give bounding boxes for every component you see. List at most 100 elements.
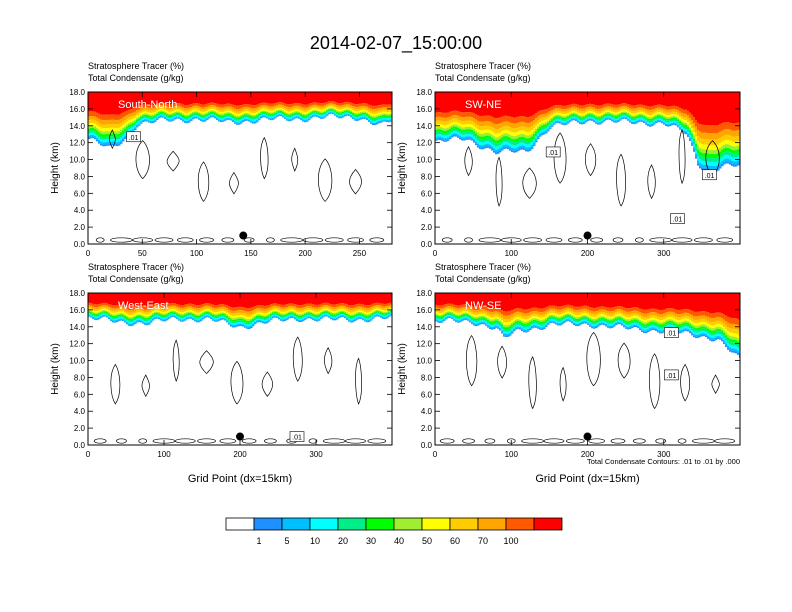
tracer-cell — [364, 118, 367, 119]
tracer-cell — [593, 115, 596, 118]
tracer-cell — [513, 128, 516, 133]
tracer-cell — [298, 310, 301, 313]
tracer-cell — [443, 92, 446, 113]
tracer-cell — [697, 145, 700, 150]
tracer-cell — [493, 128, 496, 133]
tracer-cell — [318, 317, 321, 319]
tracer-cell — [352, 108, 355, 111]
tracer-cell — [98, 312, 101, 314]
tracer-cell — [358, 112, 361, 115]
tracer-cell — [252, 108, 255, 111]
tracer-cell — [296, 102, 299, 106]
tracer-cell — [483, 141, 486, 145]
tracer-cell — [106, 316, 109, 318]
tracer-cell — [230, 119, 233, 121]
tracer-cell — [635, 119, 638, 122]
tracer-cell — [439, 127, 442, 130]
tracer-cell — [114, 320, 117, 322]
tracer-cell — [222, 293, 225, 305]
tracer-cell — [350, 317, 353, 319]
tracer-cell — [230, 322, 233, 325]
tracer-cell — [481, 147, 484, 150]
tracer-cell — [473, 141, 476, 143]
tracer-cell — [228, 311, 231, 315]
tracer-cell — [96, 121, 99, 126]
tracer-cell — [447, 127, 450, 131]
tracer-cell — [310, 306, 313, 309]
tracer-cell — [667, 112, 670, 116]
tracer-cell — [533, 136, 536, 140]
tracer-cell — [156, 314, 159, 316]
tracer-cell — [322, 103, 325, 106]
tracer-cell — [677, 124, 680, 127]
tracer-cell — [693, 147, 696, 150]
tracer-cell — [116, 308, 119, 311]
tracer-cell — [114, 319, 117, 321]
tracer-cell — [571, 119, 574, 121]
tracer-cell — [270, 110, 273, 113]
tracer-cell — [164, 320, 167, 322]
tracer-cell — [286, 117, 289, 119]
tracer-cell — [298, 312, 301, 315]
tracer-cell — [226, 106, 229, 109]
tracer-cell — [344, 108, 347, 110]
tracer-cell — [587, 104, 590, 107]
tracer-cell — [242, 324, 245, 326]
tracer-cell — [120, 313, 123, 315]
tracer-cell — [250, 326, 253, 329]
tracer-cell — [350, 105, 353, 108]
tracer-cell — [136, 293, 139, 306]
tracer-cell — [190, 107, 193, 110]
tracer-cell — [312, 116, 315, 117]
tracer-cell — [689, 135, 692, 138]
tracer-cell — [505, 121, 508, 126]
tracer-cell — [356, 111, 359, 114]
tracer-cell — [204, 92, 207, 105]
tracer-cell — [306, 113, 309, 116]
tracer-cell — [224, 119, 227, 121]
tracer-cell — [533, 128, 536, 132]
tracer-cell — [499, 148, 502, 151]
tracer-cell — [645, 123, 648, 125]
tracer-cell — [641, 104, 644, 108]
tracer-cell — [737, 163, 740, 166]
tracer-cell — [465, 131, 468, 135]
tracer-cell — [619, 118, 622, 120]
tracer-cell — [258, 319, 261, 322]
tracer-cell — [250, 107, 253, 111]
tracer-cell — [258, 310, 261, 313]
tracer-cell — [102, 305, 105, 308]
tracer-cell — [565, 123, 568, 125]
tracer-cell — [479, 145, 482, 148]
tracer-cell — [150, 92, 153, 106]
tracer-cell — [603, 107, 606, 110]
tracer-cell — [162, 105, 165, 108]
tracer-cell — [324, 116, 327, 118]
tracer-cell — [503, 139, 506, 143]
tracer-cell — [152, 120, 155, 123]
tracer-cell — [310, 107, 313, 110]
tracer-cell — [164, 112, 167, 115]
tracer-cell — [184, 317, 187, 319]
tracer-cell — [226, 315, 229, 318]
tracer-cell — [260, 92, 263, 104]
tracer-cell — [565, 117, 568, 120]
tracer-cell — [130, 312, 133, 316]
tracer-cell — [180, 119, 183, 120]
tracer-cell — [571, 92, 574, 104]
tracer-cell — [332, 319, 335, 321]
tracer-cell — [178, 117, 181, 119]
tracer-cell — [591, 119, 594, 121]
tracer-cell — [539, 118, 542, 122]
tracer-cell — [304, 316, 307, 318]
tracer-cell — [190, 115, 193, 118]
tracer-cell — [258, 115, 261, 117]
tracer-cell — [475, 114, 478, 120]
tracer-cell — [282, 316, 285, 318]
tracer-cell — [445, 140, 448, 142]
tracer-cell — [575, 119, 578, 121]
tracer-cell — [236, 310, 239, 314]
tracer-cell — [128, 127, 131, 130]
tracer-cell — [469, 133, 472, 137]
tracer-cell — [657, 110, 660, 113]
